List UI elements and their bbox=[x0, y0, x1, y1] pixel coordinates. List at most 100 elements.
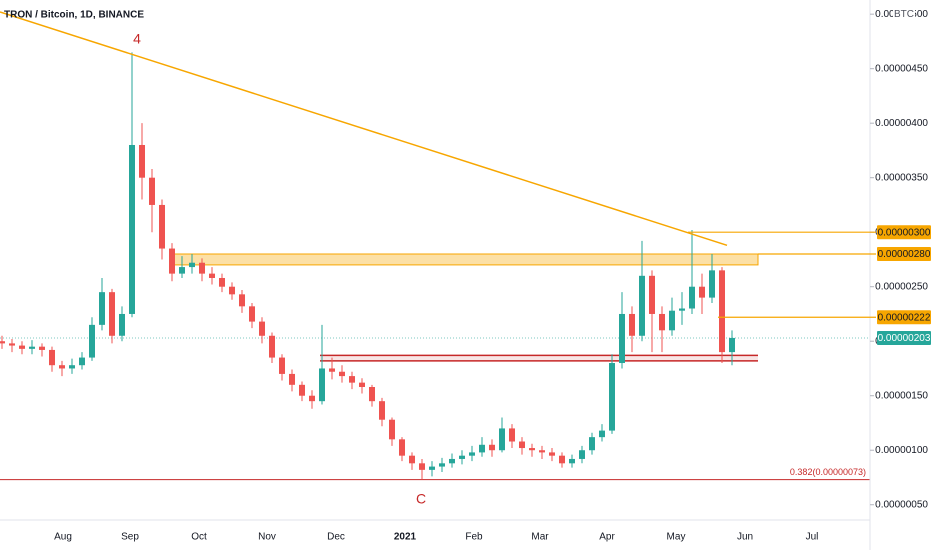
wave-label: 4 bbox=[133, 31, 141, 47]
x-tick-label: Apr bbox=[599, 532, 615, 543]
y-tick-label: 0.00000400 bbox=[875, 118, 928, 129]
wave-label: C bbox=[416, 491, 426, 507]
candle-body bbox=[299, 384, 305, 396]
candle-body bbox=[399, 439, 405, 456]
candle-body bbox=[219, 277, 225, 287]
candle-body bbox=[229, 286, 235, 295]
x-tick-label: Feb bbox=[465, 532, 483, 543]
chart-title: TRON / Bitcoin, 1D, BINANCE bbox=[4, 10, 144, 21]
candle-body bbox=[569, 458, 575, 464]
candle-body bbox=[319, 368, 325, 402]
x-tick-label: Oct bbox=[191, 532, 207, 543]
x-tick-label: May bbox=[667, 532, 686, 543]
candle-body bbox=[599, 430, 605, 438]
candle-body bbox=[79, 357, 85, 366]
candle-body bbox=[9, 343, 15, 346]
candle-body bbox=[29, 346, 35, 349]
candle-body bbox=[709, 270, 715, 298]
candle-body bbox=[629, 313, 635, 336]
candle-body bbox=[279, 357, 285, 374]
candle-body bbox=[719, 270, 725, 353]
candle-body bbox=[499, 428, 505, 451]
fib-label: 0.382(0.00000073) bbox=[790, 467, 866, 477]
candle-body bbox=[699, 286, 705, 298]
candle-body bbox=[639, 275, 645, 336]
x-tick-label: Nov bbox=[258, 532, 276, 543]
candle-body bbox=[479, 444, 485, 453]
candle-body bbox=[249, 306, 255, 322]
candle-body bbox=[109, 292, 115, 336]
support-zone bbox=[320, 355, 758, 361]
candle-body bbox=[449, 458, 455, 464]
candle-body bbox=[329, 368, 335, 372]
candle-body bbox=[19, 345, 25, 349]
candle-body bbox=[659, 313, 665, 331]
x-tick-label: Mar bbox=[531, 532, 549, 543]
candle-body bbox=[579, 450, 585, 459]
price-badge-label: 0.00000222 bbox=[878, 312, 931, 323]
candle-body bbox=[59, 365, 65, 369]
x-tick-label: Sep bbox=[121, 532, 139, 543]
price-badge-label: 0.00000280 bbox=[878, 249, 931, 260]
candle-body bbox=[389, 419, 395, 440]
candle-body bbox=[169, 248, 175, 274]
candle-body bbox=[469, 452, 475, 456]
candle-body bbox=[89, 324, 95, 358]
x-tick-label: Dec bbox=[327, 532, 345, 543]
candle-body bbox=[549, 452, 555, 456]
unit-bg bbox=[893, 8, 915, 21]
candle-body bbox=[339, 371, 345, 377]
x-tick-label: 2021 bbox=[394, 532, 417, 543]
candle-body bbox=[529, 448, 535, 451]
candle-body bbox=[349, 376, 355, 383]
price-badge bbox=[877, 310, 931, 325]
resistance-zone bbox=[169, 253, 759, 266]
y-tick-label: 0.00000050 bbox=[875, 499, 928, 510]
price-badge bbox=[877, 247, 931, 262]
price-badge bbox=[877, 225, 931, 240]
candle-body bbox=[289, 373, 295, 385]
trendline bbox=[0, 11, 728, 246]
x-tick-label: Jun bbox=[737, 532, 753, 543]
candle-body bbox=[439, 463, 445, 467]
candle-body bbox=[189, 262, 195, 268]
candle-body bbox=[179, 267, 185, 274]
y-tick-label: 0.00000250 bbox=[875, 281, 928, 292]
candle-body bbox=[259, 321, 265, 336]
candle-body bbox=[429, 466, 435, 470]
candle-body bbox=[139, 144, 145, 178]
candle-body bbox=[419, 463, 425, 470]
candle-body bbox=[149, 177, 155, 205]
candle-body bbox=[589, 437, 595, 451]
x-tick-label: Aug bbox=[54, 532, 72, 543]
candle-body bbox=[379, 401, 385, 420]
price-badge-label: 0.00000300 bbox=[878, 227, 931, 238]
candle-body bbox=[199, 262, 205, 274]
candle-body bbox=[729, 337, 735, 353]
candle-body bbox=[509, 428, 515, 442]
candle-body bbox=[649, 275, 655, 314]
candle-body bbox=[269, 335, 275, 358]
axis-unit: BTC bbox=[894, 9, 914, 20]
candle-body bbox=[679, 308, 685, 311]
y-tick-label: 0.00000100 bbox=[875, 445, 928, 456]
candle-body bbox=[39, 346, 45, 350]
candle-body bbox=[539, 450, 545, 453]
candle-body bbox=[309, 395, 315, 402]
candle-body bbox=[359, 382, 365, 388]
candle-body bbox=[519, 441, 525, 449]
candle-body bbox=[369, 387, 375, 402]
candle-body bbox=[409, 455, 415, 464]
candle-body bbox=[669, 310, 675, 331]
y-tick-label: 0.00000450 bbox=[875, 63, 928, 74]
candle-body bbox=[459, 455, 465, 459]
plot-area: 0.382(0.00000073) bbox=[0, 11, 870, 481]
candle-body bbox=[619, 313, 625, 364]
candle-body bbox=[689, 286, 695, 309]
candle-body bbox=[129, 144, 135, 314]
candle-body bbox=[49, 349, 55, 366]
candle-body bbox=[209, 273, 215, 278]
price-badge bbox=[877, 330, 931, 345]
